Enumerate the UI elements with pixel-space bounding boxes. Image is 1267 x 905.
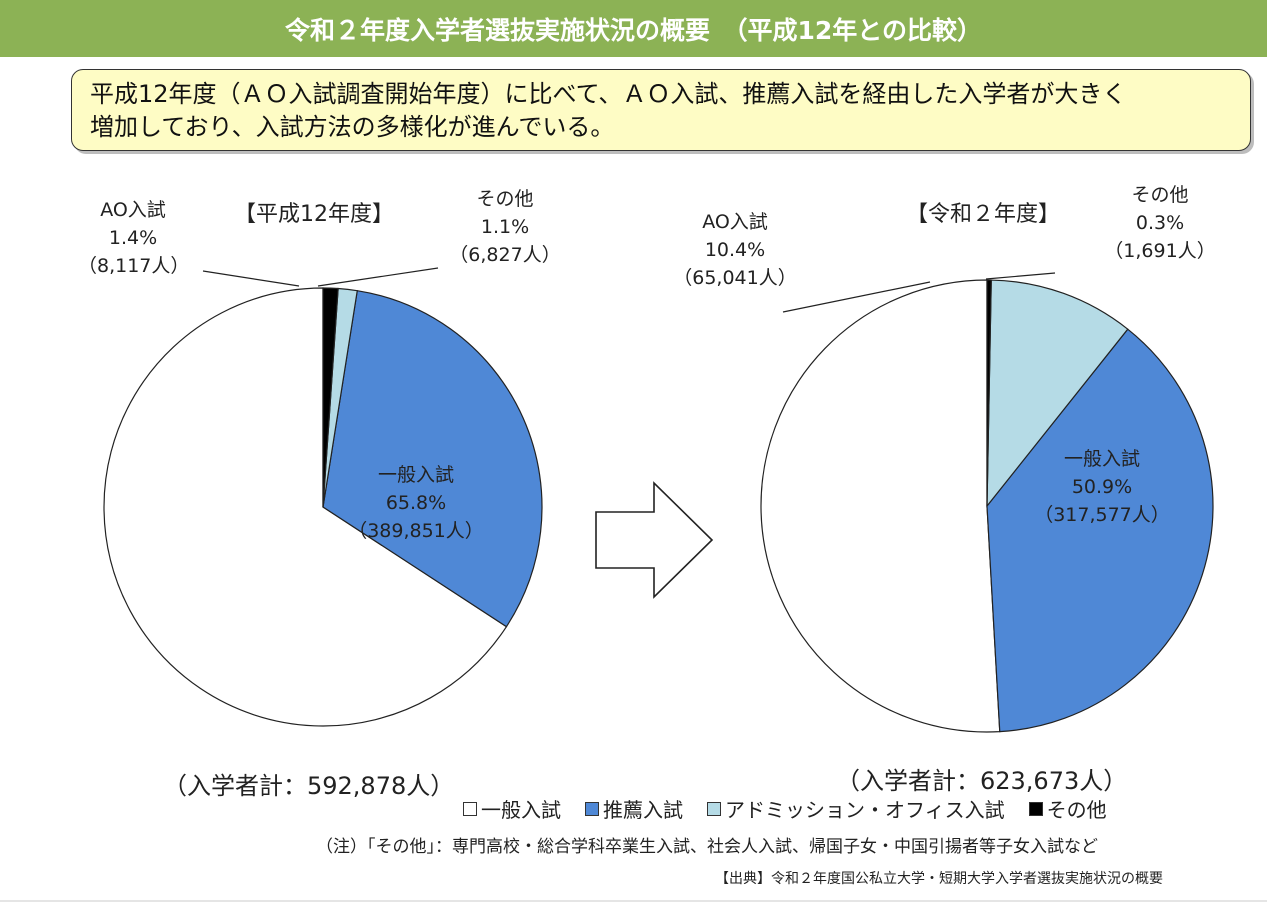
pie-slice-h12-1 — [322, 290, 543, 628]
label-ao-h12-name: AO入試 — [100, 199, 166, 221]
label-suisen-r2: 推薦入試 38.4% （239,364人） — [790, 473, 950, 557]
pie-slice-r2-0 — [760, 279, 1001, 733]
label-other-h12-name: その他 — [476, 188, 534, 210]
legend-item-other: その他 — [1028, 794, 1107, 823]
legend-item-ao: アドミッション・オフィス入試 — [707, 794, 1005, 823]
legend-label-other: その他 — [1046, 798, 1107, 822]
label-other-r2: その他 0.3% （1,691人） — [1095, 181, 1225, 265]
label-ippan-h12: 一般入試 65.8% （389,851人） — [336, 461, 496, 545]
label-ao-r2-name: AO入試 — [702, 211, 768, 233]
label-other-r2-name: その他 — [1131, 184, 1189, 206]
label-ao-r2-count: （65,041人） — [673, 267, 797, 289]
summary-line-1: 平成12年度（ＡＯ入試調査開始年度）に比べて、ＡＯ入試、推薦入試を経由した入学者… — [90, 80, 1127, 108]
label-suisen-h12-count: （188,083人） — [128, 492, 264, 514]
label-other-h12: その他 1.1% （6,827人） — [440, 185, 570, 269]
label-ao-h12-count: （8,117人） — [78, 255, 190, 277]
label-ippan-h12-pct: 65.8% — [385, 492, 447, 514]
label-other-h12-pct: 1.1% — [480, 216, 530, 238]
bottom-divider — [0, 900, 1267, 902]
pie-slice-r2-3 — [986, 279, 992, 507]
pie-slice-r2-1 — [986, 328, 1214, 733]
legend-item-ippan: 一般入試 — [463, 794, 561, 823]
label-suisen-h12-pct: 31.7% — [165, 464, 227, 486]
label-ippan-h12-count: （389,851人） — [348, 520, 484, 542]
legend: 一般入試 推薦入試 アドミッション・オフィス入試 その他 — [463, 794, 1131, 823]
label-ippan-r2-pct: 50.9% — [1071, 476, 1133, 498]
label-suisen-r2-pct: 38.4% — [839, 504, 901, 526]
label-ao-h12: AO入試 1.4% （8,117人） — [78, 196, 190, 280]
total-r2: （入学者計：623,673人） — [836, 767, 1128, 795]
label-ippan-h12-name: 一般入試 — [377, 464, 454, 486]
pie-slice-r2-2 — [986, 279, 1129, 508]
leader-line-ao-r2 — [782, 281, 931, 313]
label-suisen-h12-name: 推薦入試 — [157, 436, 234, 458]
legend-label-ippan: 一般入試 — [481, 798, 561, 822]
summary-line-2: 増加しており、入試方法の多様化が進んでいる。 — [90, 113, 615, 141]
transition-arrow — [595, 481, 714, 599]
label-other-r2-count: （1,691人） — [1104, 240, 1216, 262]
legend-item-suisen: 推薦入試 — [585, 794, 683, 823]
legend-label-ao: アドミッション・オフィス入試 — [725, 798, 1005, 822]
total-h12: （入学者計：592,878人） — [163, 772, 455, 800]
summary-box: 平成12年度（ＡＯ入試調査開始年度）に比べて、ＡＯ入試、推薦入試を経由した入学者… — [71, 69, 1251, 151]
pie-slice-h12-0 — [103, 287, 508, 727]
footnote: （注）「その他」：専門高校・総合学科卒業生入試、社会人入試、帰国子女・中国引揚者… — [316, 837, 1098, 857]
label-other-r2-pct: 0.3% — [1135, 212, 1185, 234]
chart-title-r2: 【令和２年度】 — [906, 202, 1061, 227]
pie-chart-h12 — [103, 287, 543, 727]
label-other-h12-count: （6,827人） — [449, 244, 561, 266]
leader-line-ao-h12 — [202, 270, 300, 287]
legend-swatch-ao — [707, 801, 721, 816]
source-citation: 【出典】令和２年度国公私立大学・短期大学入学者選抜実施状況の概要 — [715, 871, 1163, 887]
label-ippan-r2-name: 一般入試 — [1063, 448, 1140, 470]
label-ippan-r2-count: （317,577人） — [1034, 504, 1170, 526]
legend-swatch-other — [1028, 801, 1043, 816]
legend-swatch-suisen — [585, 801, 599, 816]
label-ao-h12-pct: 1.4% — [108, 227, 158, 249]
label-suisen-h12: 推薦入試 31.7% （188,083人） — [116, 433, 276, 517]
legend-swatch-ippan — [463, 801, 477, 816]
legend-label-suisen: 推薦入試 — [603, 798, 683, 822]
pie-chart-r2 — [760, 279, 1214, 733]
label-suisen-r2-name: 推薦入試 — [831, 476, 908, 498]
chart-title-h12: 【平成12年度】 — [234, 202, 394, 227]
pie-slice-h12-3 — [322, 287, 339, 508]
label-ao-r2: AO入試 10.4% （65,041人） — [670, 208, 800, 292]
label-suisen-r2-count: （239,364人） — [802, 532, 938, 554]
leader-line-other-h12 — [317, 267, 439, 287]
leader-line-other-r2 — [985, 272, 1056, 280]
label-ao-r2-pct: 10.4% — [704, 239, 766, 261]
page-title: 令和２年度入学者選抜実施状況の概要 （平成12年との比較） — [0, 0, 1267, 57]
label-ippan-r2: 一般入試 50.9% （317,577人） — [1022, 445, 1182, 529]
